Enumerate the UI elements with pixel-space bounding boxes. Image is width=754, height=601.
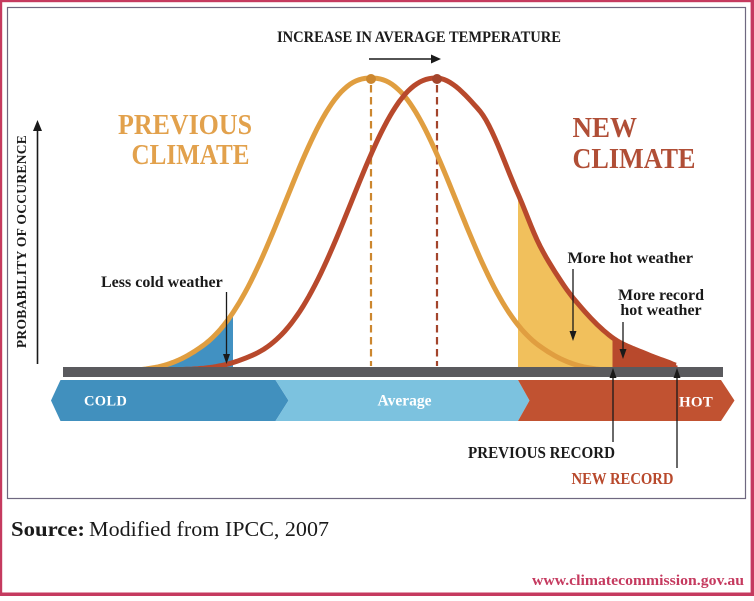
- svg-text:Less cold weather: Less cold weather: [101, 274, 223, 291]
- svg-text:COLD: COLD: [84, 394, 127, 410]
- svg-text:www.climatecommission.gov.au: www.climatecommission.gov.au: [532, 573, 744, 589]
- svg-text:INCREASE IN AVERAGE TEMPERATUR: INCREASE IN AVERAGE TEMPERATURE: [277, 29, 561, 46]
- svg-text:CLIMATE: CLIMATE: [573, 144, 696, 175]
- svg-text:hot weather: hot weather: [620, 302, 701, 319]
- svg-text:PREVIOUS RECORD: PREVIOUS RECORD: [468, 443, 615, 462]
- svg-text:Source:: Source:: [11, 517, 85, 541]
- svg-text:PREVIOUS: PREVIOUS: [118, 110, 252, 141]
- svg-text:NEW RECORD: NEW RECORD: [572, 469, 674, 488]
- svg-text:CLIMATE: CLIMATE: [132, 140, 250, 171]
- svg-text:More hot weather: More hot weather: [568, 250, 694, 267]
- svg-text:HOT: HOT: [679, 395, 713, 411]
- svg-text:Modified from IPCC, 2007: Modified from IPCC, 2007: [89, 517, 329, 541]
- svg-text:Average: Average: [378, 393, 432, 410]
- svg-text:More record: More record: [618, 287, 704, 304]
- svg-text:NEW: NEW: [573, 113, 638, 144]
- svg-text:PROBABILITY OF OCCURENCE: PROBABILITY OF OCCURENCE: [14, 135, 29, 348]
